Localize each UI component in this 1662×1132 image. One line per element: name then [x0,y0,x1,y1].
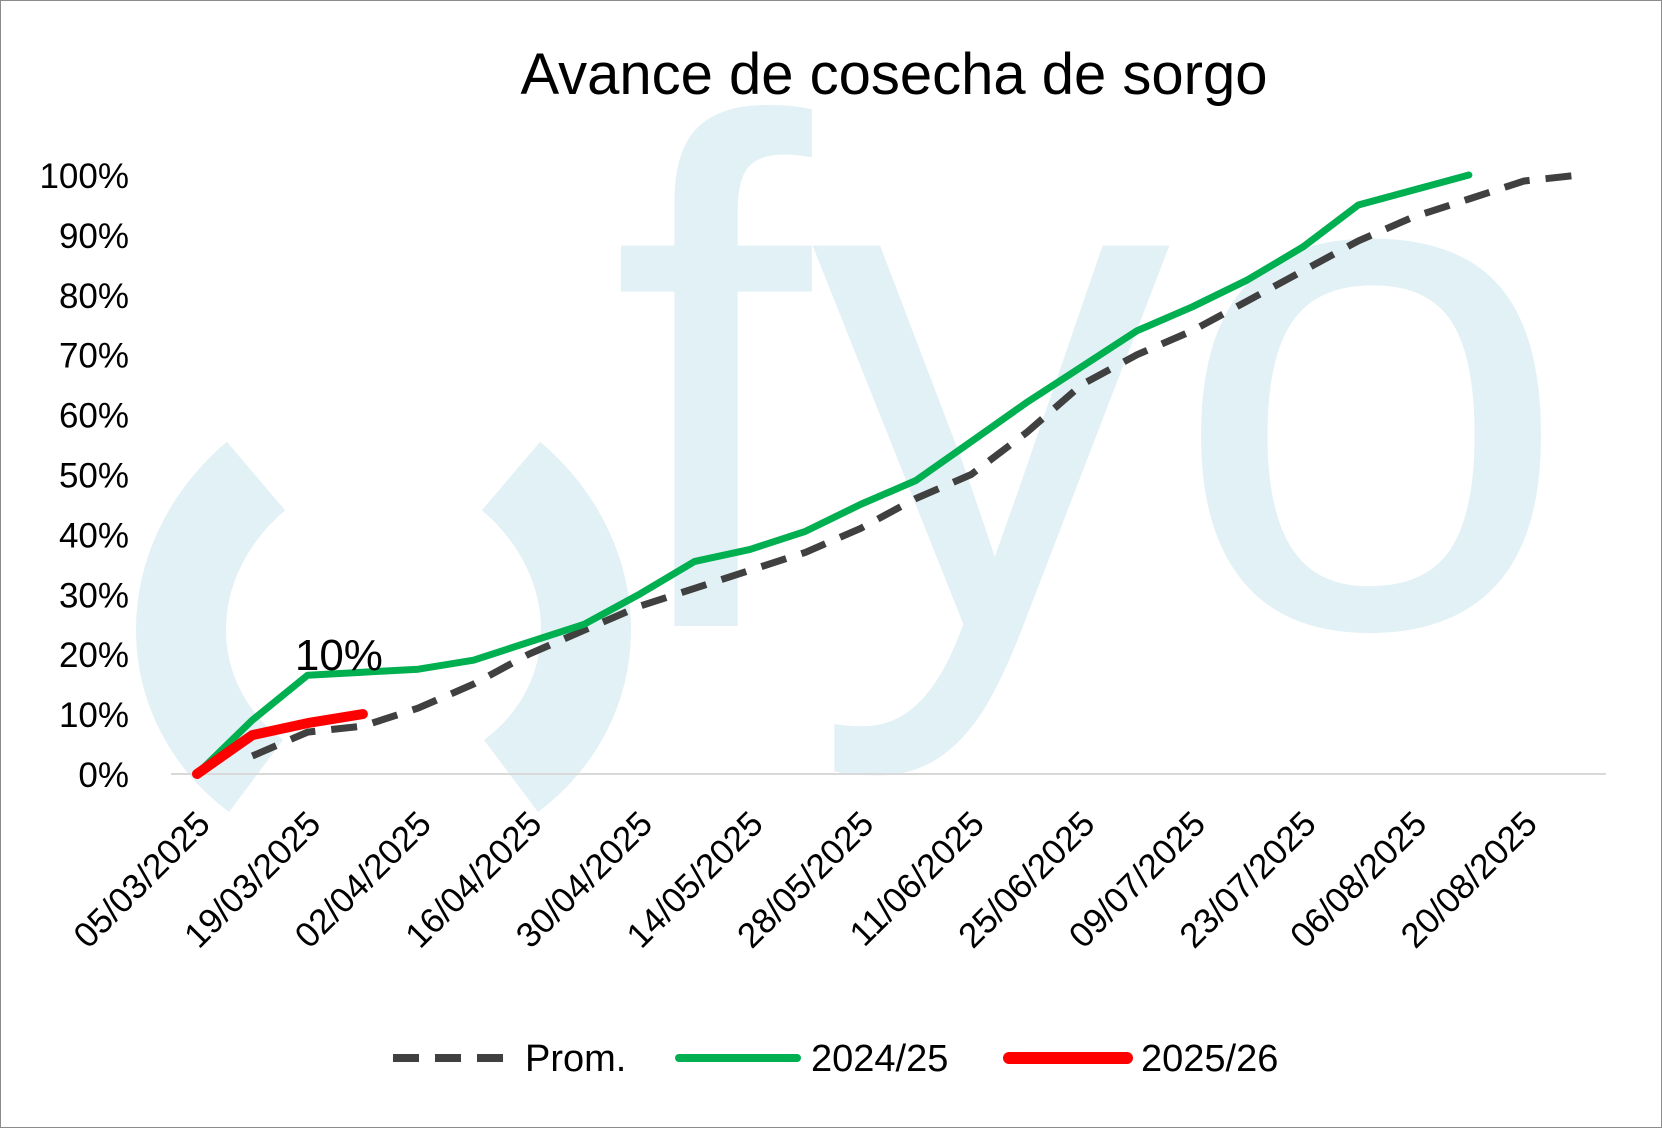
y-tick-label: 50% [59,457,129,496]
legend-label: Prom. [525,1038,626,1080]
legend-label: 2024/25 [811,1038,948,1080]
watermark-paren-left [136,441,287,812]
series [192,171,1580,779]
chart-title: Avance de cosecha de sorgo [520,42,1267,107]
annotations: 10% [295,631,383,680]
y-tick-label: 100% [39,157,129,196]
y-tick-label: 0% [78,756,129,795]
data-label: 10% [295,631,383,680]
series-line-2025-26 [192,709,368,779]
watermark-logo-text: fyo [611,1,1571,784]
watermark: fyo [136,0,1571,812]
y-tick-label: 30% [59,576,129,615]
legend: Prom. 2024/25 2025/26 [393,1038,1278,1080]
y-tick-label: 40% [59,516,129,555]
y-tick-label: 60% [59,397,129,436]
y-tick-label: 10% [59,696,129,735]
legend-label: 2025/26 [1141,1038,1278,1080]
y-tick-label: 80% [59,277,129,316]
series-line-prom [250,171,1580,760]
y-tick-label: 90% [59,217,129,256]
series-line-2024-25 [193,171,1473,778]
y-tick-label: 20% [59,636,129,675]
y-tick-label: 70% [59,337,129,376]
